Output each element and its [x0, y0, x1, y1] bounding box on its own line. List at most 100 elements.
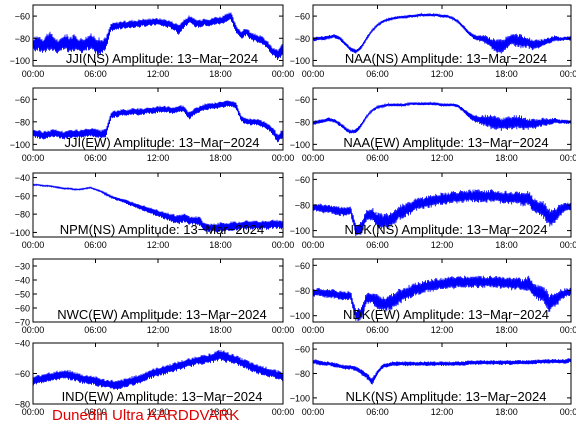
x-tick-label: 06:00 — [84, 69, 107, 79]
y-tick-label: −80 — [15, 34, 30, 44]
y-tick-label: −50 — [15, 290, 30, 300]
x-tick-label: 06:00 — [84, 325, 107, 335]
series-line — [313, 358, 571, 385]
x-tick-label: 06:00 — [84, 153, 107, 163]
y-tick-label: −70 — [15, 318, 30, 328]
panel-title: NDK(NS) Amplitude: 13−Mar−2024 — [344, 222, 547, 237]
x-tick-label: 12:00 — [147, 153, 170, 163]
y-tick-label: −60 — [15, 95, 30, 105]
x-tick-label: 00:00 — [22, 153, 45, 163]
y-tick-label: −100 — [10, 228, 30, 238]
y-tick-label: −100 — [290, 311, 310, 321]
chart-panel-4: −100 −80 −60 00:00 06:00 12:00 18:00 00:00 NAA(E… — [290, 87, 576, 163]
x-tick-label: 06:00 — [366, 69, 389, 79]
x-tick-label: 06:00 — [366, 325, 389, 335]
x-tick-label: 06:00 — [366, 407, 389, 417]
x-tick-label: 12:00 — [431, 325, 454, 335]
y-tick-label: −30 — [15, 262, 30, 272]
y-tick-label: −60 — [15, 369, 30, 379]
panel-title: JJI(EW) Amplitude: 13−Mar−2024 — [64, 135, 259, 150]
y-tick-label: −60 — [295, 12, 310, 22]
series-line — [313, 12, 571, 54]
x-tick-label: 18:00 — [495, 69, 518, 79]
chart-panel-6: −100 −80 −60 00:00 06:00 12:00 18:00 00:00 NDK(N… — [290, 172, 576, 250]
x-tick-label: 18:00 — [495, 407, 518, 417]
x-tick-label: 00:00 — [302, 325, 325, 335]
y-tick-label: −80 — [15, 210, 30, 220]
y-tick-label: −80 — [15, 117, 30, 127]
chart-panel-1: −100 −80 −60 00:00 06:00 12:00 18:00 00:00 JJI(N… — [10, 4, 295, 79]
x-tick-label: 00:00 — [272, 240, 295, 250]
panel-title: JJI(NS) Amplitude: 13−Mar−2024 — [66, 51, 258, 66]
x-tick-label: 18:00 — [209, 407, 232, 417]
y-tick-label: −80 — [295, 117, 310, 127]
y-tick-label: −60 — [15, 12, 30, 22]
y-tick-label: −100 — [290, 140, 310, 150]
chart-panel-10: −100 −80 −60 00:00 06:00 12:00 18:00 00:00 NLK(N… — [290, 342, 576, 417]
y-tick-label: −100 — [10, 56, 30, 66]
x-tick-label: 00:00 — [302, 240, 325, 250]
x-tick-label: 12:00 — [147, 325, 170, 335]
y-tick-label: −100 — [290, 56, 310, 66]
panel-title: NDK(EW) Amplitude: 13−Mar−2024 — [343, 307, 549, 322]
x-tick-label: 00:00 — [22, 407, 45, 417]
series-line — [33, 349, 283, 391]
x-tick-label: 00:00 — [560, 153, 576, 163]
series-line — [313, 101, 571, 134]
y-tick-label: −40 — [15, 276, 30, 286]
panel-title: NPM(NS) Amplitude: 13−Mar−2024 — [60, 222, 264, 237]
series-line — [33, 12, 283, 61]
y-tick-label: −60 — [15, 191, 30, 201]
panel-title: NLK(NS) Amplitude: 13−Mar−2024 — [346, 389, 547, 404]
x-tick-label: 18:00 — [209, 325, 232, 335]
series-line — [313, 189, 571, 237]
x-tick-label: 12:00 — [431, 240, 454, 250]
y-tick-label: −100 — [290, 393, 310, 403]
series-line — [313, 275, 571, 322]
x-tick-label: 06:00 — [84, 407, 107, 417]
series-line — [33, 100, 283, 143]
y-tick-label: −80 — [295, 369, 310, 379]
chart-panel-9: −80 −60 −40 00:00 06:00 12:00 18:00 00:00 IND(EW… — [15, 339, 295, 418]
y-tick-label: −80 — [295, 34, 310, 44]
y-tick-label: −40 — [15, 173, 30, 183]
y-tick-label: −100 — [290, 226, 310, 236]
y-tick-label: −100 — [10, 140, 30, 150]
x-tick-label: 00:00 — [560, 407, 576, 417]
y-tick-label: −80 — [15, 400, 30, 410]
x-tick-label: 12:00 — [147, 69, 170, 79]
x-tick-label: 12:00 — [431, 407, 454, 417]
panel-title: NWC(EW) Amplitude: 13−Mar−2024 — [57, 307, 267, 322]
x-tick-label: 18:00 — [495, 325, 518, 335]
chart-panel-7: −70 −60 −50 −40 −30 00:00 06:00 12:00 18:00 00:00… — [15, 258, 295, 335]
footer-label: Dunedin Ultra AARDDVARK — [52, 407, 240, 424]
y-tick-label: −60 — [295, 345, 310, 355]
y-tick-label: −60 — [295, 175, 310, 185]
panel-title: IND(EW) Amplitude: 13−Mar−2024 — [62, 389, 263, 404]
x-tick-label: 00:00 — [272, 407, 295, 417]
x-tick-label: 12:00 — [147, 240, 170, 250]
chart-panel-3: −100 −80 −60 00:00 06:00 12:00 18:00 00:00 JJI(E… — [10, 87, 295, 163]
x-tick-label: 00:00 — [560, 325, 576, 335]
y-tick-label: −80 — [295, 201, 310, 211]
x-tick-label: 06:00 — [366, 240, 389, 250]
y-tick-label: −80 — [295, 286, 310, 296]
x-tick-label: 00:00 — [560, 240, 576, 250]
x-tick-label: 18:00 — [209, 69, 232, 79]
panel-title: NAA(EW) Amplitude: 13−Mar−2024 — [343, 135, 548, 150]
x-tick-label: 00:00 — [22, 69, 45, 79]
chart-panel-2: −100 −80 −60 00:00 06:00 12:00 18:00 00:00 NAA(N… — [290, 4, 576, 79]
x-tick-label: 00:00 — [272, 69, 295, 79]
x-tick-label: 00:00 — [272, 325, 295, 335]
x-tick-label: 00:00 — [560, 69, 576, 79]
y-tick-label: −40 — [15, 339, 30, 349]
x-tick-label: 06:00 — [84, 240, 107, 250]
x-tick-label: 18:00 — [209, 153, 232, 163]
y-tick-label: −60 — [295, 261, 310, 271]
x-tick-label: 06:00 — [366, 153, 389, 163]
chart-panel-8: −100 −80 −60 00:00 06:00 12:00 18:00 00:00 NDK(E… — [290, 258, 576, 335]
x-tick-label: 00:00 — [22, 240, 45, 250]
x-tick-label: 00:00 — [272, 153, 295, 163]
x-tick-label: 00:00 — [302, 69, 325, 79]
